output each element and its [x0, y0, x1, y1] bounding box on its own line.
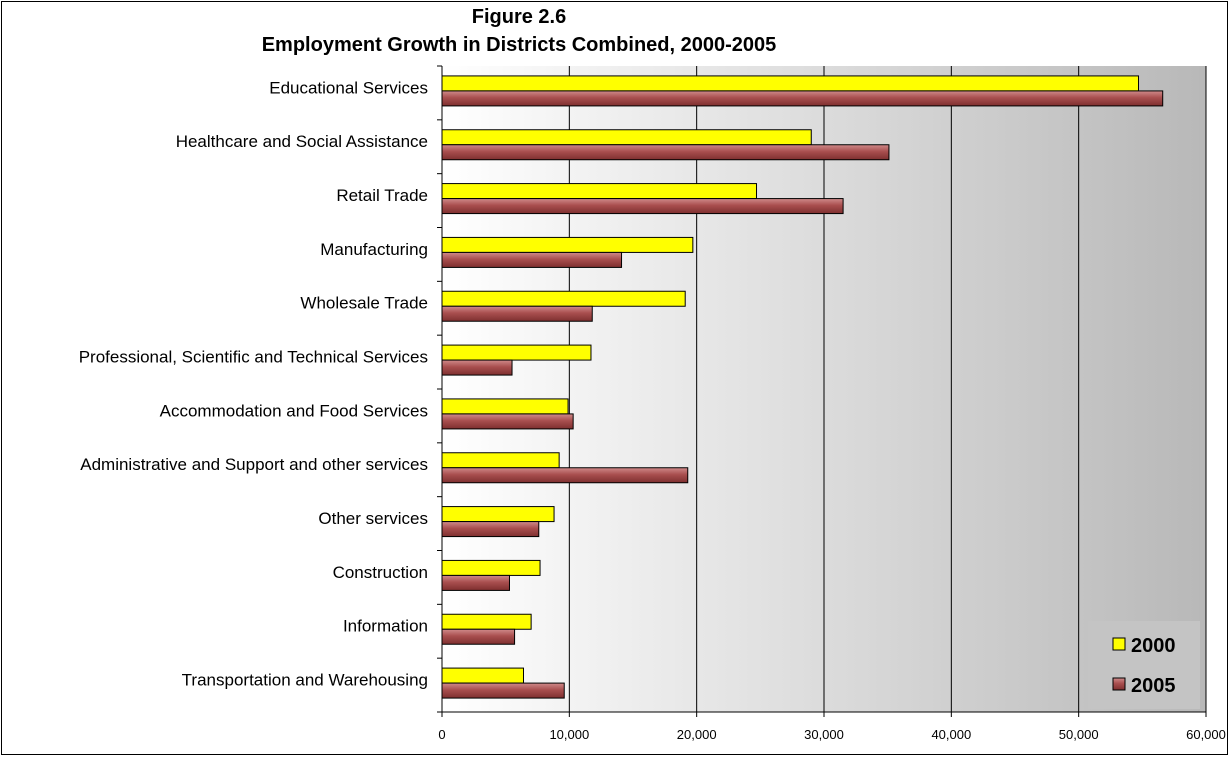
bar-2000 — [441, 129, 812, 146]
bar-2000 — [441, 398, 569, 415]
bar-2005 — [441, 467, 689, 484]
legend-box — [1088, 621, 1200, 709]
legend: 2000 2005 — [1088, 621, 1200, 709]
legend-label-2000: 2000 — [1131, 635, 1176, 657]
bar-2005 — [441, 144, 890, 161]
legend-label-2005: 2005 — [1131, 675, 1176, 697]
bar-2000 — [441, 290, 686, 307]
legend-swatch-2000 — [1112, 637, 1126, 651]
bar-2005 — [441, 90, 1164, 107]
category-label: Healthcare and Social Assistance — [176, 132, 428, 151]
category-label: Professional, Scientific and Technical S… — [79, 348, 428, 367]
bar-2000 — [441, 183, 758, 200]
bar-2000 — [441, 506, 555, 523]
x-tick-labels: 0 10,000 20,000 30,000 40,000 50,000 60,000 — [438, 727, 1226, 742]
category-label: Educational Services — [269, 78, 428, 97]
category-label: Transportation and Warehousing — [182, 671, 428, 690]
bar-2000 — [441, 667, 524, 684]
category-label: Construction — [333, 563, 428, 582]
bar-2005 — [441, 305, 593, 322]
bar-2000 — [441, 75, 1140, 92]
bar-2005 — [441, 413, 574, 430]
x-tick-label: 0 — [438, 727, 445, 742]
x-tick-label: 30,000 — [804, 727, 844, 742]
category-label: Retail Trade — [336, 186, 428, 205]
bar-2000 — [441, 452, 560, 469]
chart-title: Figure 2.6 — [472, 6, 566, 28]
x-tick-label: 40,000 — [931, 727, 971, 742]
bar-2005 — [441, 628, 516, 645]
category-label: Administrative and Support and other ser… — [80, 455, 428, 474]
bar-2005 — [441, 574, 510, 591]
gridlines — [568, 66, 1207, 712]
x-tick-label: 50,000 — [1059, 727, 1099, 742]
category-labels: Educational Services Healthcare and Socia… — [79, 78, 428, 689]
x-tick-label: 10,000 — [549, 727, 589, 742]
bar-2000 — [441, 613, 532, 630]
bar-2000 — [441, 236, 694, 253]
x-tick-label: 60,000 — [1186, 727, 1226, 742]
category-label: Wholesale Trade — [300, 294, 428, 313]
legend-swatch-2005 — [1112, 677, 1126, 691]
category-label: Information — [343, 617, 428, 636]
category-label: Manufacturing — [320, 240, 428, 259]
bar-2005 — [441, 251, 623, 268]
bar-2000 — [441, 559, 541, 576]
x-tick-label: 20,000 — [677, 727, 717, 742]
bar-2005 — [441, 521, 540, 538]
chart-subtitle: Employment Growth in Districts Combined,… — [262, 34, 777, 56]
category-label: Other services — [318, 509, 428, 528]
bar-2005 — [441, 682, 565, 699]
axes — [437, 65, 1207, 717]
bar-2005 — [441, 198, 844, 215]
category-label: Accommodation and Food Services — [160, 401, 428, 420]
bar-2000 — [441, 344, 592, 361]
bar-2005 — [441, 359, 513, 376]
